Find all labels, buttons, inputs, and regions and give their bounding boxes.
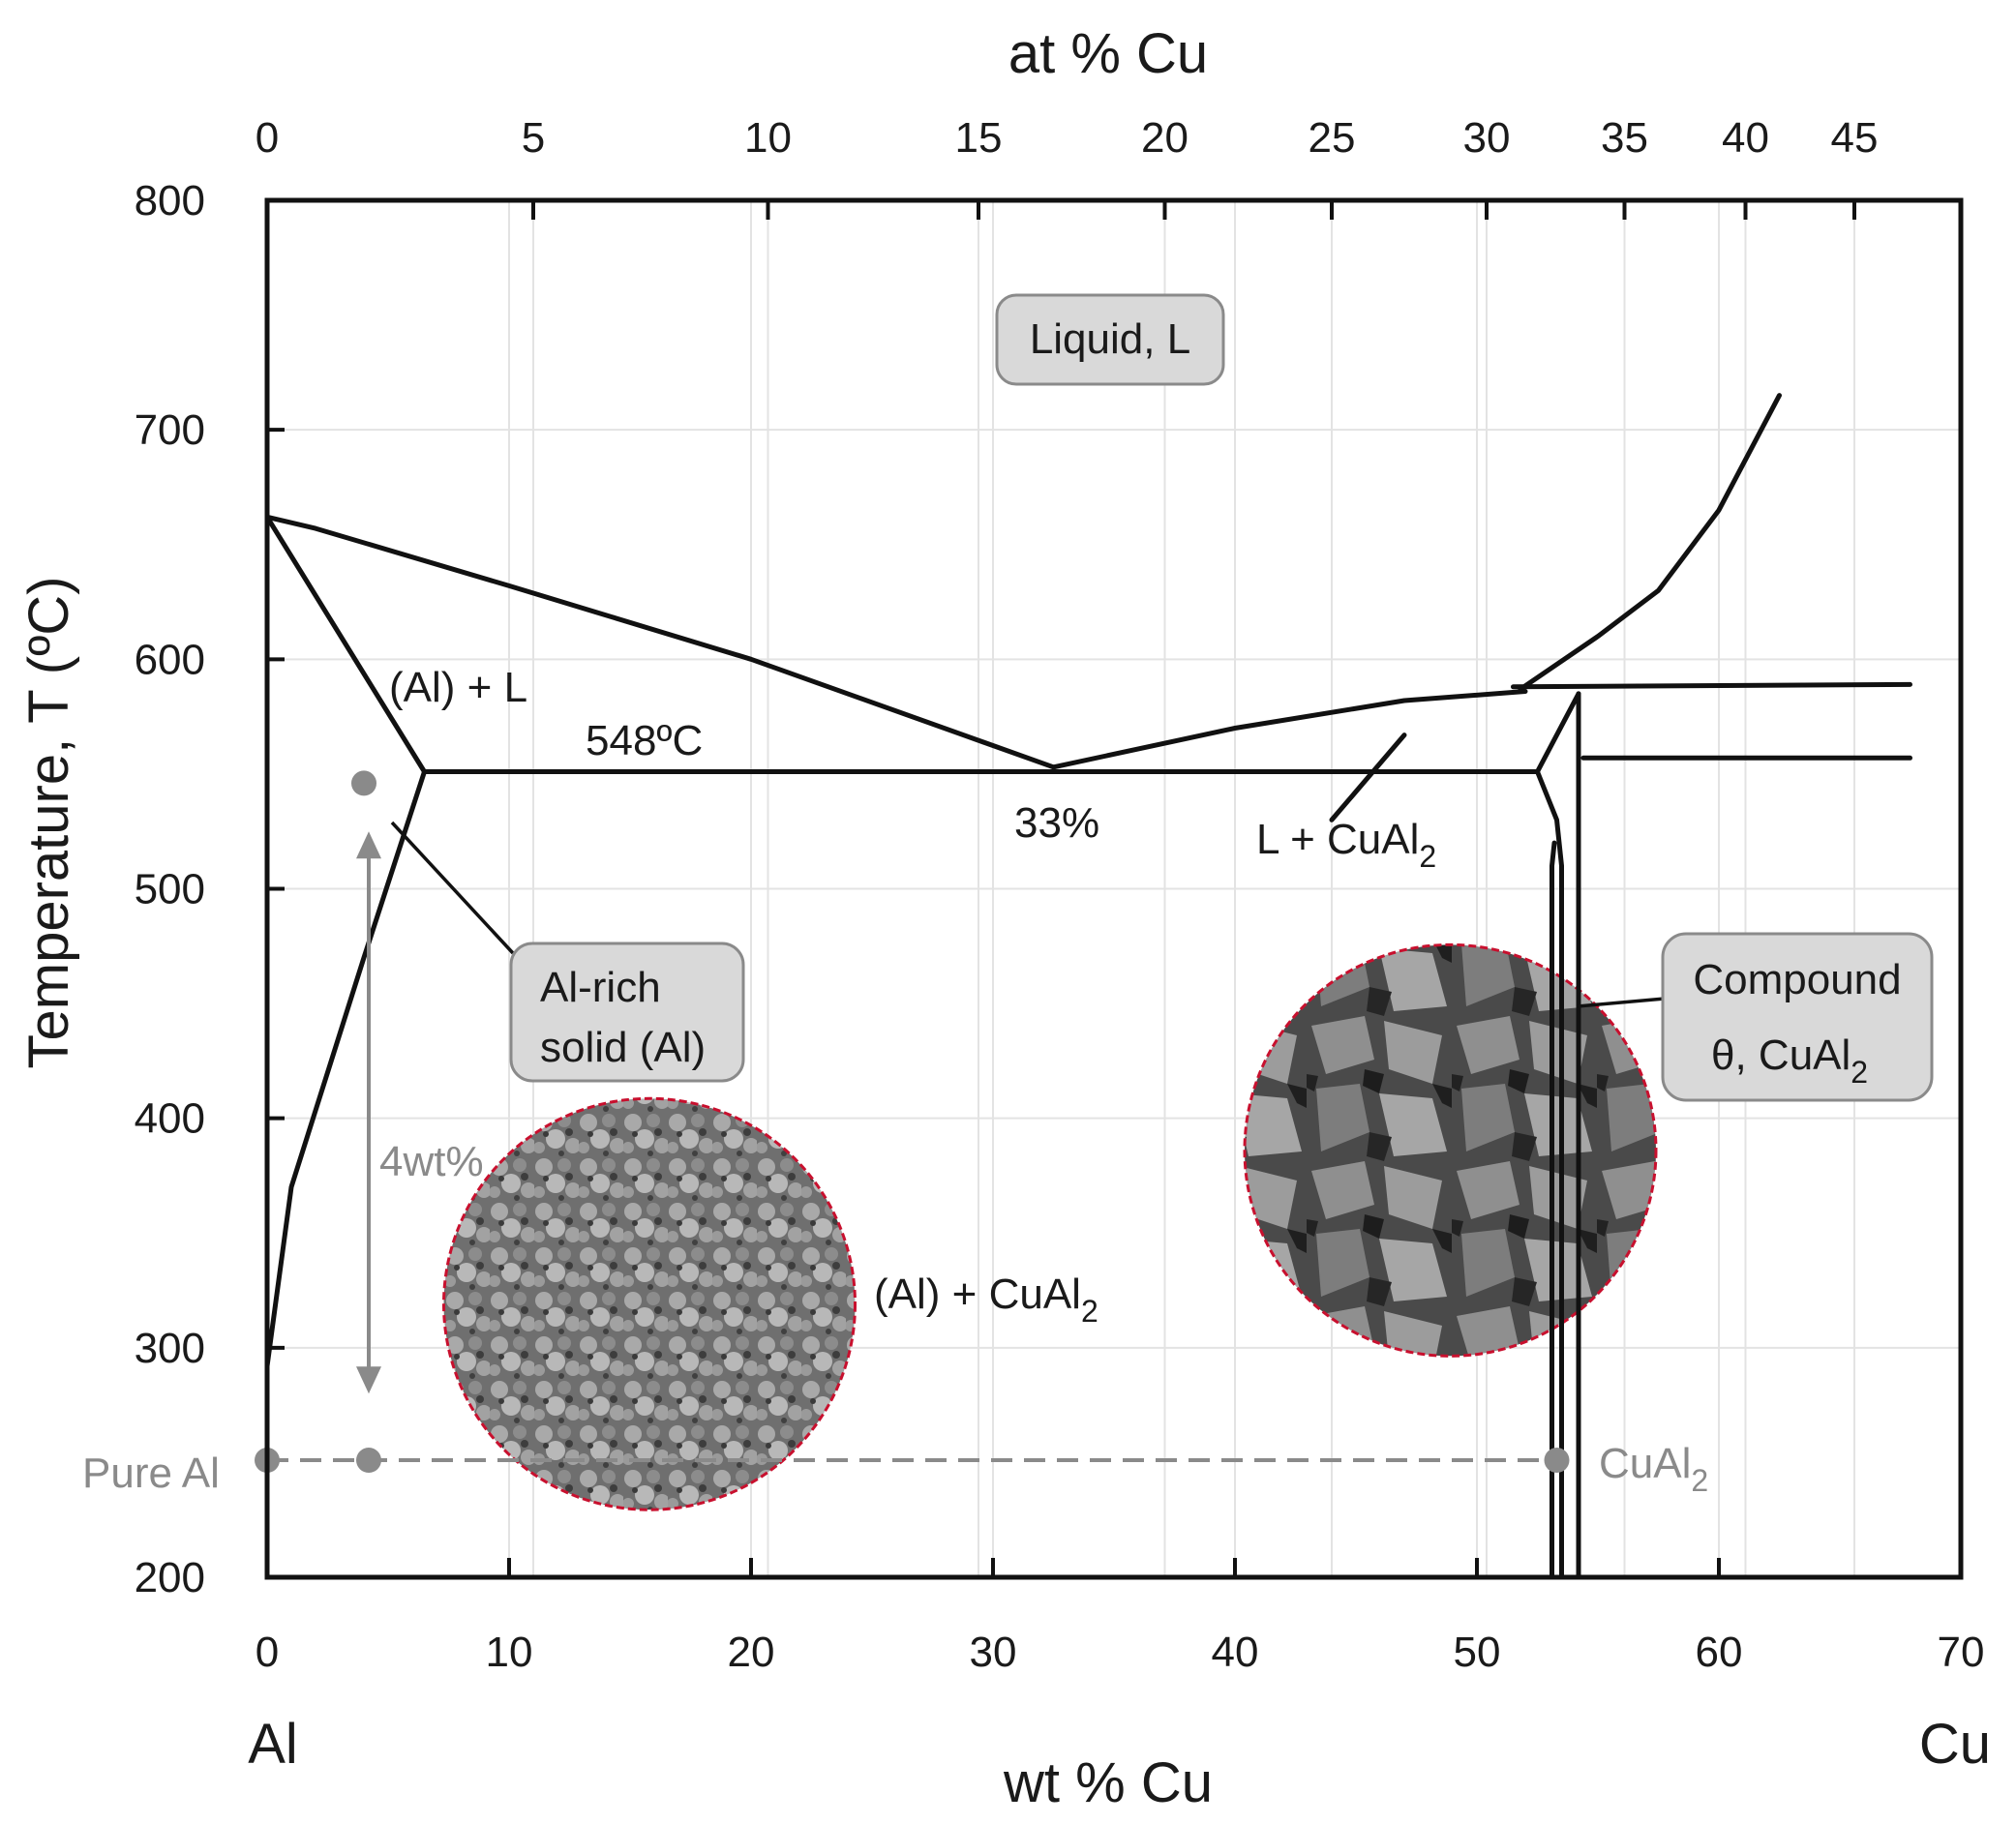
theta-boundary-outer-curve <box>1550 840 1557 1580</box>
y-tick-label-0: 200 <box>135 1554 205 1601</box>
y-axis-title: Temperature, T (ºC) <box>17 577 80 1069</box>
x-tick-label-4: 40 <box>1212 1629 1259 1676</box>
four-wt-arrow-head-up <box>356 831 381 859</box>
al-cual2-label: (Al) + CuAl2 <box>874 1271 1098 1329</box>
theta-left-boundary-curve <box>1535 769 1564 1580</box>
l-cual2-leader-curve <box>1329 733 1407 822</box>
y-axis-ticks: 200 300 400 500 600 700 800 <box>135 177 285 1601</box>
l-cual2-main: L + CuAl <box>1256 816 1419 863</box>
al-rich-label-line1: Al-rich <box>540 964 661 1011</box>
liquidus-left-curve <box>264 514 1056 770</box>
al-rich-callout-box <box>509 942 745 1083</box>
upper-liquidus-curve <box>1518 393 1782 692</box>
x2-tick-label-5: 25 <box>1309 114 1356 162</box>
x2-tick-label-0: 0 <box>256 114 279 162</box>
cual2-micrograph-border <box>1243 942 1658 1358</box>
al-cual2-main: (Al) + CuAl <box>874 1271 1081 1318</box>
reference-dot-3 <box>351 770 376 796</box>
x-tick-label-7: 70 <box>1938 1629 1985 1676</box>
cual2-ref-main: CuAl <box>1599 1440 1691 1487</box>
solidus-curve <box>264 514 427 774</box>
x-tick-label-3: 30 <box>970 1629 1017 1676</box>
cual2-micrograph <box>1245 944 1656 1357</box>
al-cual2-micrograph <box>443 1098 856 1510</box>
y-tick-label-5: 700 <box>135 406 205 454</box>
x-tick-label-5: 50 <box>1454 1629 1501 1676</box>
four-wt-label: 4wt% <box>379 1138 484 1185</box>
top-axis-ticks: 0 5 10 15 20 25 30 35 40 45 <box>256 114 1879 220</box>
x2-tick-label-6: 30 <box>1463 114 1511 162</box>
y-tick-label-1: 300 <box>135 1325 205 1372</box>
reference-dot-2 <box>1544 1448 1570 1474</box>
x2-tick-label-7: 35 <box>1601 114 1648 162</box>
l-cual2-sub: 2 <box>1419 839 1436 874</box>
x-axis-ticks: 0 10 20 30 40 50 60 70 <box>256 1558 1985 1676</box>
cual2-ref-sub: 2 <box>1691 1463 1708 1498</box>
x-tick-label-1: 10 <box>486 1629 533 1676</box>
y-tick-label-6: 800 <box>135 177 205 224</box>
compound-callout-box <box>1661 932 1934 1102</box>
compound-label-main: θ, CuAl <box>1711 1032 1851 1079</box>
x2-tick-label-1: 5 <box>522 114 545 162</box>
liquidus-right-curve <box>1051 689 1528 770</box>
l-cual2-label: L + CuAl2 <box>1256 816 1436 874</box>
y-tick-label-4: 600 <box>135 636 205 683</box>
x2-tick-label-4: 20 <box>1141 114 1189 162</box>
liquid-callout-box <box>995 293 1225 386</box>
reference-dot-1 <box>356 1448 381 1474</box>
compound-label-line2: θ, CuAl2 <box>1711 1032 1868 1090</box>
y-tick-label-2: 400 <box>135 1095 205 1143</box>
liquid-label: Liquid, L <box>1030 315 1190 363</box>
al-rich-label-line2: solid (Al) <box>540 1024 706 1071</box>
al-rich-leader <box>390 821 515 955</box>
cual2-ref-label: CuAl2 <box>1599 1440 1708 1498</box>
four-wt-arrow-head-down <box>356 1366 381 1394</box>
al-l-label: (Al) + L <box>389 664 527 711</box>
eutectic-comp-label: 33% <box>1014 799 1099 847</box>
x-tick-label-0: 0 <box>256 1629 279 1676</box>
x-end-label-cu: Cu <box>1919 1713 1991 1776</box>
x-axis-title: wt % Cu <box>1003 1751 1213 1814</box>
eutectic-temp-label: 548ºC <box>586 717 703 764</box>
compound-leader <box>1577 997 1666 1008</box>
micrographs <box>442 942 1658 1511</box>
x-tick-label-6: 60 <box>1696 1629 1743 1676</box>
compound-label-line1: Compound <box>1693 956 1901 1003</box>
al-cual2-sub: 2 <box>1081 1294 1098 1329</box>
y-tick-label-3: 500 <box>135 866 205 913</box>
peritectic-isotherm-curve <box>1511 681 1912 690</box>
compound-label-sub: 2 <box>1851 1055 1868 1090</box>
x2-tick-label-2: 10 <box>744 114 792 162</box>
top-axis-title: at % Cu <box>1008 22 1208 85</box>
solvus-curve <box>264 769 427 1369</box>
x-tick-label-2: 20 <box>728 1629 775 1676</box>
al-cual2-micrograph-border <box>442 1096 857 1511</box>
phase-boundaries <box>264 393 1912 1580</box>
pure-al-label: Pure Al <box>82 1450 220 1497</box>
x2-tick-label-9: 45 <box>1831 114 1879 162</box>
theta-left-liquidus-curve <box>1535 691 1581 774</box>
x2-tick-label-3: 15 <box>955 114 1003 162</box>
x2-tick-label-8: 40 <box>1722 114 1769 162</box>
x-end-label-al: Al <box>248 1713 298 1776</box>
